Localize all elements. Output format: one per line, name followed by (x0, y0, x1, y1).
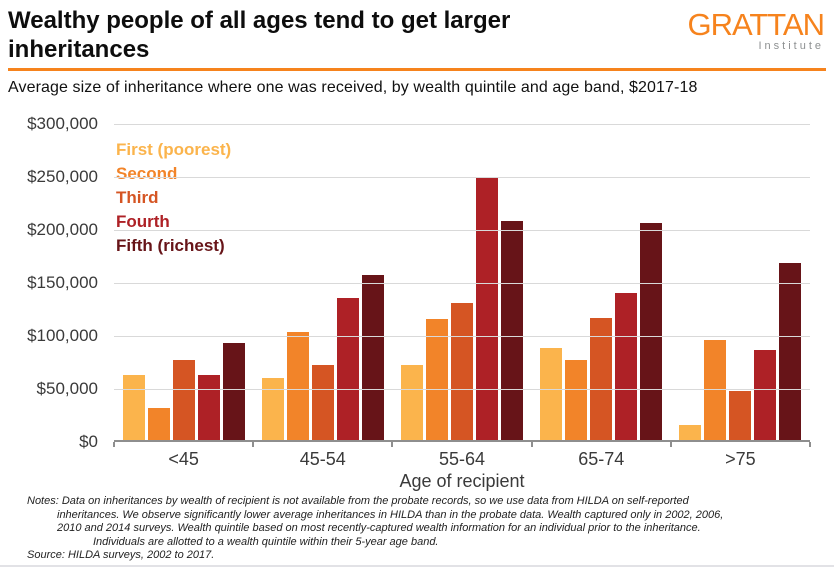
bar (640, 223, 663, 440)
bar (147, 408, 170, 440)
plot-wrap: First (poorest) Second Third Fourth Fifth (r… (113, 124, 811, 492)
bottom-border (0, 565, 834, 567)
note-line: inheritances. We observe significantly l… (57, 508, 724, 521)
legend-item: First (poorest) (116, 140, 232, 159)
x-axis-tick (252, 442, 255, 447)
x-axis-labels: <45 45-54 55-64 65-74 >75 (114, 449, 810, 470)
bar (501, 220, 523, 440)
source-line: Source: HILDA surveys, 2002 to 2017. (27, 549, 215, 561)
x-axis-tick (113, 442, 115, 447)
bar (122, 374, 145, 440)
x-tick-label: 65-74 (578, 449, 625, 469)
legend-item: Second (116, 164, 178, 183)
grattan-logo: GRATTAN Institute (687, 6, 826, 52)
bar (590, 317, 613, 440)
footnotes: Notes: Data on inheritances by wealth of… (8, 495, 826, 563)
x-axis-tick (530, 442, 533, 447)
title-line-2: inheritances (8, 36, 150, 63)
bar (361, 274, 384, 440)
bar (197, 374, 220, 440)
grattan-logo-wordmark: GRATTAN (687, 7, 825, 42)
y-tick-label: $300,000 (27, 114, 98, 133)
x-tick-label: 55-64 (438, 449, 486, 469)
bar (311, 365, 334, 440)
x-axis-tick (809, 442, 811, 447)
y-tick-label: $250,000 (27, 167, 98, 186)
note-line: 2010 and 2014 surveys. Wealth quintile b… (57, 522, 701, 534)
bar (476, 176, 498, 440)
bar (540, 348, 563, 440)
y-tick-label: $100,000 (27, 326, 98, 345)
y-tick-label: $50,000 (36, 379, 98, 398)
bar (729, 390, 752, 440)
bar (172, 359, 195, 440)
x-tick-label: <45 (168, 449, 199, 469)
gridline (114, 336, 810, 337)
bar-group (532, 124, 671, 440)
bar (754, 350, 777, 440)
bar (222, 343, 245, 440)
gridline (114, 124, 810, 125)
gridline (114, 389, 810, 390)
bar (426, 318, 448, 440)
bar (401, 365, 423, 440)
x-tick-label: 45-54 (299, 449, 346, 469)
x-axis-tick (391, 442, 394, 447)
y-tick-label: $200,000 (27, 220, 98, 239)
y-tick-label: $150,000 (27, 273, 98, 292)
accent-divider (8, 68, 826, 71)
x-axis-tick (669, 442, 672, 447)
bar (679, 425, 702, 440)
y-tick-label: $0 (79, 432, 98, 451)
plot-area: First (poorest) Second Third Fourth Fifth (r… (113, 124, 811, 447)
legend-item: Fourth (116, 212, 170, 231)
bar (286, 331, 309, 440)
bar-chart: $0 $50,000 $100,000 $150,000 $200,000 $250,00… (8, 114, 826, 492)
legend-item: Fifth (richest) (116, 236, 225, 255)
page-title: Wealthy people of all ages tend to get l… (8, 6, 510, 64)
bar (336, 297, 359, 440)
bar-groups (114, 124, 810, 440)
bar (451, 303, 473, 440)
bar-group (253, 124, 392, 440)
note-line: Notes: Data on inheritances by wealth of… (27, 495, 689, 507)
gridline (114, 283, 810, 284)
y-axis: $0 $50,000 $100,000 $150,000 $200,000 $250,00… (8, 114, 114, 451)
x-tick-label: >75 (725, 449, 756, 469)
chart-subtitle: Average size of inheritance where one wa… (8, 79, 698, 96)
bar-group (671, 124, 810, 440)
x-axis-title: Age of recipient (399, 471, 525, 491)
bar (565, 359, 588, 440)
legend-item: Third (116, 188, 159, 207)
title-line-1: Wealthy people of all ages tend to get l… (8, 7, 511, 34)
legend: First (poorest) Second Third Fourth Fifth (r… (116, 138, 231, 258)
grattan-logo-institute: Institute (758, 40, 824, 52)
bar (779, 263, 802, 440)
header: Wealthy people of all ages tend to get l… (8, 6, 826, 64)
note-line: Individuals are allotted to a wealth qui… (93, 535, 439, 548)
bar-group (114, 124, 253, 440)
bar-group (392, 124, 531, 440)
gridline (114, 177, 810, 178)
bar (615, 292, 638, 440)
bar (261, 377, 284, 440)
gridline (114, 230, 810, 231)
